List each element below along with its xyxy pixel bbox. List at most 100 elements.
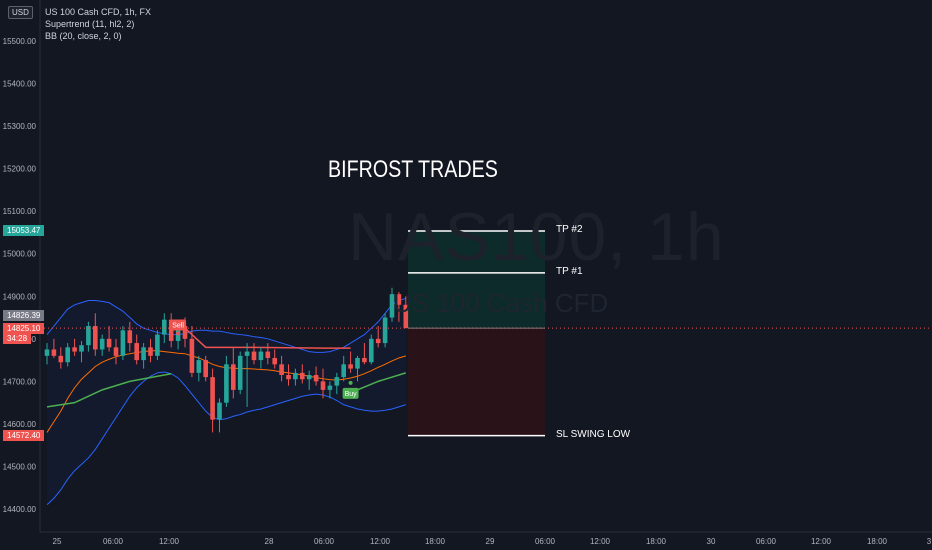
buy-signal-dot bbox=[348, 380, 353, 385]
tp1-label: TP #1 bbox=[556, 265, 583, 277]
candle-body bbox=[203, 360, 208, 378]
time-tick-label: 29 bbox=[486, 537, 495, 546]
price-tick-label: 15300.00 bbox=[3, 122, 37, 131]
legend-symbol[interactable]: US 100 Cash CFD, 1h, FX bbox=[45, 7, 152, 17]
time-tick-label: 3 bbox=[927, 537, 932, 546]
candle-body bbox=[134, 343, 139, 361]
supertrend-up-segment bbox=[357, 372, 407, 391]
candle-body bbox=[382, 317, 388, 344]
candle-body bbox=[182, 326, 188, 339]
price-tick-label: 15200.00 bbox=[3, 165, 37, 174]
time-tick-label: 06:00 bbox=[103, 537, 124, 546]
candle-down bbox=[403, 296, 409, 329]
candlestick-series bbox=[44, 287, 409, 433]
candle-down bbox=[113, 338, 119, 365]
price-tag-sl: 14572.40 bbox=[3, 429, 45, 441]
price-tag-current: 14825.10 bbox=[3, 323, 45, 334]
time-tick-label: 28 bbox=[265, 537, 274, 546]
time-tick-label: 06:00 bbox=[314, 537, 335, 546]
chart-title: BIFROST TRADES bbox=[328, 156, 498, 183]
candle-body bbox=[279, 364, 284, 375]
candle-body bbox=[155, 334, 160, 356]
price-tick-label: 14400.00 bbox=[3, 505, 37, 514]
time-axis[interactable]: 25 06:00 12:00 28 06:00 12:00 18:00 29 06:00 12:0… bbox=[40, 531, 932, 546]
candle-body bbox=[300, 372, 305, 380]
price-tick-label: 14900.00 bbox=[3, 292, 37, 301]
candle-body bbox=[72, 347, 77, 352]
price-tick-label: 15500.00 bbox=[3, 37, 37, 46]
candle-up bbox=[155, 330, 160, 361]
candle-up bbox=[389, 287, 395, 322]
candle-up bbox=[244, 343, 250, 407]
candle-up bbox=[44, 343, 50, 365]
candle-body bbox=[162, 319, 167, 335]
candle-down bbox=[58, 347, 64, 369]
candle-down bbox=[320, 368, 326, 399]
candle-body bbox=[168, 319, 174, 341]
buy-signal-label: Buy bbox=[345, 391, 358, 398]
candle-up bbox=[341, 355, 346, 382]
candle-up bbox=[120, 326, 126, 361]
candle-body bbox=[44, 349, 50, 356]
candle-down bbox=[127, 321, 133, 352]
currency-button[interactable]: USD bbox=[8, 6, 33, 19]
price-tick-label: 15400.00 bbox=[3, 80, 37, 89]
candle-body bbox=[141, 347, 146, 361]
candle-down bbox=[106, 326, 112, 352]
candle-up bbox=[224, 355, 229, 407]
bb-upper-line bbox=[46, 297, 406, 353]
candle-body bbox=[320, 381, 326, 390]
candle-up bbox=[99, 334, 105, 356]
candle-body bbox=[99, 338, 105, 350]
candle-up bbox=[369, 334, 374, 365]
candle-body bbox=[362, 357, 367, 363]
price-tag-tp2: 15053.47 bbox=[3, 224, 45, 236]
candle-body bbox=[389, 294, 395, 318]
candle-down bbox=[265, 343, 271, 365]
sl-label: SL SWING LOW bbox=[556, 428, 631, 440]
candle-down bbox=[189, 326, 195, 378]
candle-body bbox=[396, 294, 402, 305]
candle-body bbox=[65, 347, 70, 363]
candle-down bbox=[279, 355, 284, 382]
candle-body bbox=[334, 377, 340, 386]
price-axis[interactable]: 15500.00 15400.00 15300.00 15200.00 15100.00… bbox=[3, 0, 41, 532]
supertrend-up-segment bbox=[46, 372, 172, 408]
legend-supertrend[interactable]: Supertrend (11, hl2, 2) bbox=[45, 19, 135, 29]
price-tick-label: 15100.00 bbox=[3, 207, 37, 216]
candle-body bbox=[224, 364, 229, 403]
candle-body bbox=[306, 374, 312, 380]
candle-body bbox=[79, 345, 84, 352]
price-tag-last: 14826.39 bbox=[3, 310, 45, 321]
candle-up bbox=[79, 340, 84, 363]
candle-down bbox=[210, 368, 215, 433]
candle-body bbox=[231, 364, 236, 390]
time-tick-label: 18:00 bbox=[867, 537, 888, 546]
candle-down bbox=[348, 351, 353, 373]
target-zone bbox=[408, 230, 545, 329]
candle-body bbox=[93, 326, 98, 350]
candle-down bbox=[251, 343, 257, 365]
legend-bb[interactable]: BB (20, close, 2, 0) bbox=[45, 31, 122, 41]
candle-body bbox=[313, 374, 319, 382]
candle-body bbox=[327, 385, 333, 390]
candle-down bbox=[272, 349, 277, 369]
signal-markers: Sell Buy bbox=[170, 319, 359, 399]
candle-body bbox=[272, 357, 277, 365]
candle-body bbox=[127, 330, 133, 344]
candle-up bbox=[327, 381, 333, 399]
candle-body bbox=[58, 355, 64, 363]
candle-body bbox=[189, 338, 195, 373]
price-tick-label: 14700.00 bbox=[3, 377, 37, 386]
candle-body bbox=[265, 351, 271, 358]
time-tick-label: 25 bbox=[53, 537, 62, 546]
candle-down bbox=[168, 313, 174, 348]
watermark-name: US 100 Cash CFD bbox=[393, 288, 609, 318]
candle-down bbox=[134, 334, 139, 365]
candle-body bbox=[293, 372, 298, 380]
candle-up bbox=[355, 355, 360, 382]
time-tick-label: 12:00 bbox=[159, 537, 180, 546]
watermark-symbol: NAS100, 1h bbox=[348, 199, 725, 275]
candle-body bbox=[244, 351, 250, 356]
